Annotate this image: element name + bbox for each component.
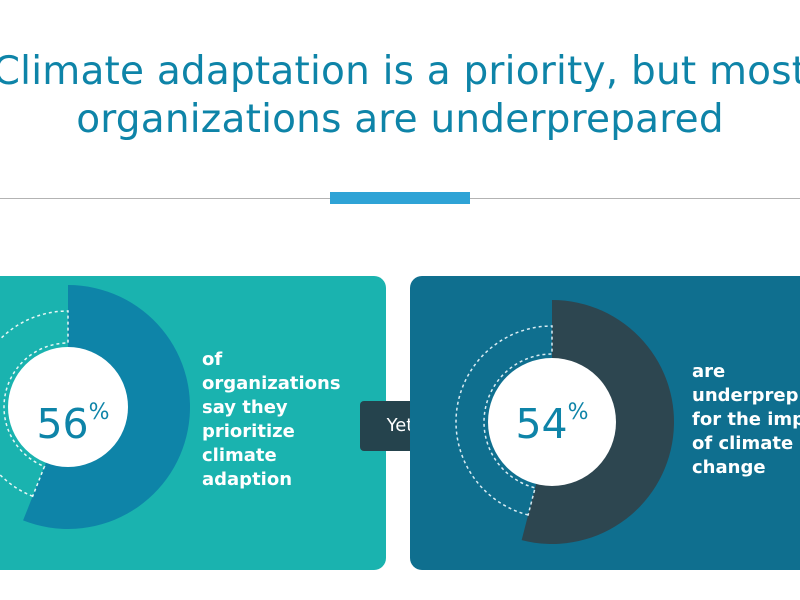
stat-panel-prioritize: 56% of organizations say they prioritize… <box>0 276 386 570</box>
stat-description-prioritize: of organizations say they prioritize cli… <box>202 349 341 490</box>
donut-remainder-underprepared <box>455 325 553 516</box>
stat-description-underprepared: are underprep for the imp of climate cha… <box>692 361 800 478</box>
stat-panel-underprepared: 54% are underprep for the imp of climate… <box>410 276 800 570</box>
accent-bar <box>330 192 470 204</box>
title-line-2: organizations are underprepared <box>76 97 724 142</box>
donut-chart-underprepared <box>455 300 674 544</box>
donut-remainder-prioritize <box>0 310 69 498</box>
donut-chart-prioritize <box>0 285 191 529</box>
donut-center-prioritize <box>8 347 128 467</box>
donut-center-underprepared <box>488 358 616 486</box>
title-line-1: Climate adaptation is a priority, but mo… <box>0 49 800 94</box>
donut-segment-prioritize <box>23 285 191 529</box>
percent-value-underprepared: 54% <box>515 400 589 448</box>
page-title: Climate adaptation is a priority, but mo… <box>0 48 800 144</box>
percent-value-prioritize: 56% <box>36 400 110 448</box>
